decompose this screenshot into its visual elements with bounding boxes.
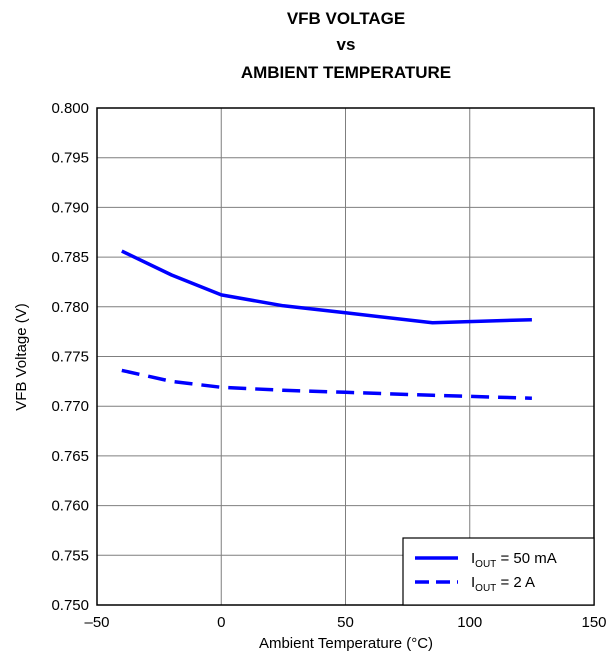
y-tick-label: 0.785 [51,249,89,266]
grid [96,107,595,606]
y-tick-label: 0.770 [51,398,89,415]
legend-box [402,537,595,606]
x-tick-label: –50 [84,614,109,631]
y-tick-label: 0.775 [51,349,89,366]
y-tick-label: 0.790 [51,199,89,216]
y-tick-label: 0.780 [51,299,89,316]
plot-frame [96,107,595,606]
series-line-1 [121,249,532,325]
chart-title: VFB VOLTAGE vs AMBIENT TEMPERATURE [241,9,451,82]
chart-title-line-1: VFB VOLTAGE [287,9,405,28]
legend-label-2: IOUT = 2 A [471,574,535,594]
y-tick-label: 0.795 [51,150,89,167]
series-line-2 [121,368,532,400]
y-tick-label: 0.750 [51,597,89,614]
y-axis-ticks: 0.750 0.755 0.760 0.765 0.770 0.775 0.780 0.785… [51,100,89,614]
x-tick-label: 100 [457,614,482,631]
x-tick-label: 0 [217,614,225,631]
y-tick-label: 0.755 [51,547,89,564]
x-axis-ticks: –50 0 50 100 150 [84,614,606,631]
legend: IOUT = 50 mA IOUT = 2 A [402,537,595,606]
x-tick-label: 50 [337,614,354,631]
x-axis-label: Ambient Temperature (°C) [259,635,433,652]
y-axis-label: VFB Voltage (V) [13,303,30,411]
chart-title-line-3: AMBIENT TEMPERATURE [241,63,451,82]
series [121,249,532,400]
y-tick-label: 0.760 [51,498,89,515]
y-tick-label: 0.800 [51,100,89,117]
chart-title-line-2: vs [337,35,356,54]
legend-label-1: IOUT = 50 mA [471,550,557,570]
y-tick-label: 0.765 [51,448,89,465]
x-tick-label: 150 [581,614,606,631]
